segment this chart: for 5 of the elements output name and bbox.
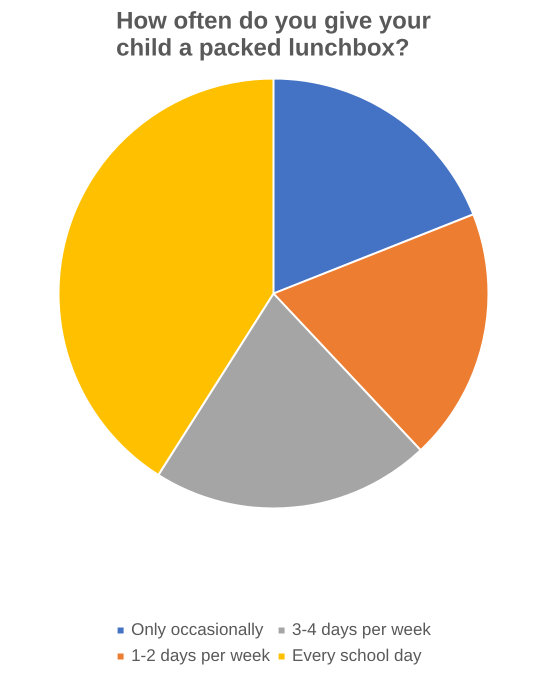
legend-label: 3-4 days per week (292, 620, 431, 640)
legend-label: 1-2 days per week (131, 646, 270, 666)
chart-title: How often do you give your child a packed lunchbox? (116, 8, 431, 62)
legend-label: Only occasionally (131, 620, 264, 640)
legend-label: Every school day (292, 646, 422, 666)
